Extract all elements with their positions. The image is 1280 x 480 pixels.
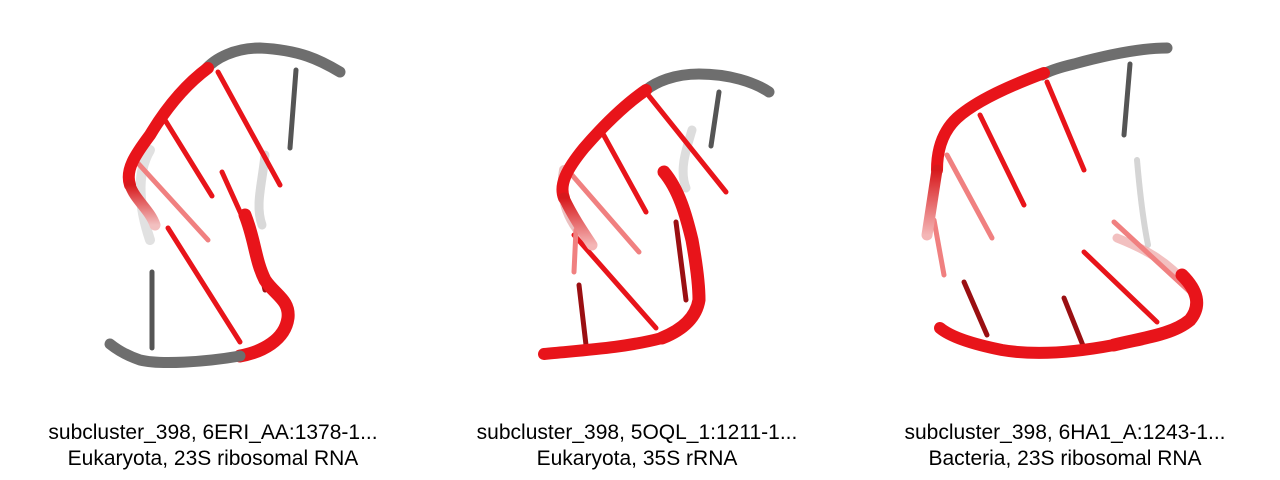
structure-panel-1: subcluster_398, 6ERI_AA:1378-1... Eukary…	[0, 0, 426, 480]
structure-id-label: subcluster_398, 6ERI_AA:1378-1...	[48, 421, 378, 444]
structure-id-label: subcluster_398, 5OQL_1:1211-1...	[476, 421, 798, 444]
rna-structure-render-2	[538, 68, 775, 360]
structure-panel-3: subcluster_398, 6HA1_A:1243-1... Bacteri…	[852, 0, 1278, 480]
structure-panel-2: subcluster_398, 5OQL_1:1211-1... Eukaryo…	[424, 0, 850, 480]
structure-source-label: Bacteria, 23S ribosomal RNA	[928, 447, 1202, 470]
rna-structure-render-1	[104, 42, 346, 369]
rna-structure-render-3	[921, 42, 1204, 359]
structure-id-label: subcluster_398, 6HA1_A:1243-1...	[904, 421, 1226, 444]
structure-source-label: Eukaryota, 23S ribosomal RNA	[67, 447, 359, 470]
structure-source-label: Eukaryota, 35S rRNA	[536, 447, 738, 470]
